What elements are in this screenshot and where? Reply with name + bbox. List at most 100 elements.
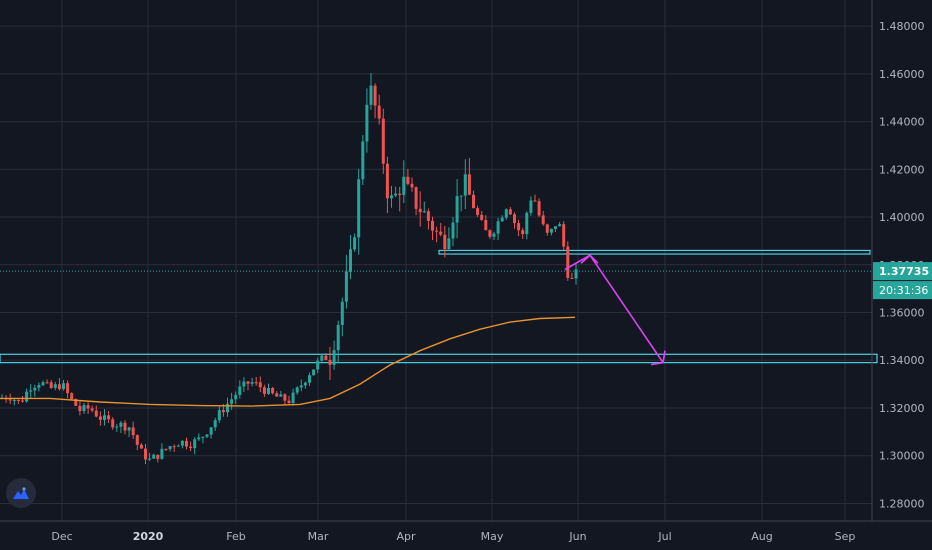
candle-body bbox=[66, 383, 70, 394]
candle-body bbox=[541, 215, 545, 225]
candle-body bbox=[74, 399, 78, 406]
candle-body bbox=[426, 211, 430, 221]
candle-body bbox=[86, 405, 90, 409]
grid bbox=[0, 0, 932, 522]
candle-body bbox=[131, 427, 135, 436]
candle-body bbox=[70, 393, 74, 400]
candle-body bbox=[258, 382, 262, 388]
candle-body bbox=[299, 385, 303, 388]
candle-body bbox=[217, 409, 221, 421]
candle-body bbox=[558, 224, 562, 227]
candle-body bbox=[422, 211, 426, 213]
candle-body bbox=[262, 387, 266, 394]
candle-body bbox=[291, 392, 295, 404]
candle-body bbox=[390, 195, 393, 199]
candle-body bbox=[439, 231, 443, 235]
candle-body bbox=[8, 399, 12, 401]
candle-body bbox=[554, 226, 557, 229]
candle-body bbox=[549, 228, 553, 233]
time-tick-label: Jun bbox=[568, 530, 586, 543]
moving-average-line bbox=[0, 316, 576, 407]
candle-body bbox=[148, 458, 152, 460]
candle-body bbox=[353, 237, 357, 250]
candle-body bbox=[406, 176, 410, 184]
candle-body bbox=[533, 200, 537, 202]
time-tick-label: Dec bbox=[51, 530, 72, 543]
price-tick-label: 1.28000 bbox=[879, 497, 925, 510]
time-tick-label: Apr bbox=[396, 530, 416, 543]
time-axis[interactable]: Dec 2020 Feb Mar Apr May Jun Jul Aug Sep bbox=[51, 530, 855, 543]
candle-body bbox=[562, 224, 566, 247]
candle-body bbox=[308, 375, 311, 383]
candle-body bbox=[336, 324, 340, 351]
ma-path bbox=[0, 316, 576, 407]
price-tick-label: 1.36000 bbox=[879, 307, 925, 320]
candle-body bbox=[152, 454, 156, 459]
price-tick-label: 1.30000 bbox=[879, 450, 925, 463]
candle-body bbox=[570, 277, 574, 279]
candle-body bbox=[414, 187, 418, 209]
candles bbox=[0, 72, 578, 465]
candle-body bbox=[246, 381, 250, 384]
tradingview-logo[interactable] bbox=[6, 478, 36, 508]
candle-body bbox=[115, 426, 119, 428]
candle-body bbox=[90, 408, 94, 411]
candle-body bbox=[33, 387, 37, 391]
candle-body bbox=[492, 233, 496, 237]
last-price-value: 1.37735 bbox=[879, 265, 929, 278]
candle-body bbox=[455, 196, 459, 223]
candle-body bbox=[57, 384, 61, 390]
candle-body bbox=[529, 200, 533, 213]
candle-body bbox=[62, 383, 65, 390]
candle-body bbox=[135, 435, 139, 445]
arrow-head-down bbox=[650, 350, 666, 366]
candle-body bbox=[394, 193, 398, 196]
candle-body bbox=[12, 399, 16, 401]
candle-body bbox=[488, 230, 492, 237]
candle-body bbox=[447, 238, 451, 250]
candle-body bbox=[459, 195, 463, 197]
candle-body bbox=[242, 381, 246, 387]
support-resistance-levels bbox=[0, 249, 878, 364]
time-tick-label: Sep bbox=[835, 530, 856, 543]
candle-body bbox=[230, 399, 234, 404]
price-tick-label: 1.40000 bbox=[879, 211, 925, 224]
price-tick-label: 1.44000 bbox=[879, 116, 925, 129]
candle-body bbox=[472, 194, 475, 209]
candle-body bbox=[574, 269, 578, 279]
candle-body bbox=[234, 394, 238, 400]
arrow-head-up bbox=[580, 254, 599, 264]
candle-body bbox=[193, 439, 197, 449]
candle-body bbox=[127, 427, 131, 431]
candle-body bbox=[545, 224, 549, 233]
time-tick-label: 2020 bbox=[133, 530, 164, 543]
candle-body bbox=[267, 387, 270, 394]
candle-body bbox=[205, 434, 209, 437]
candle-body bbox=[451, 222, 455, 239]
countdown-bg bbox=[873, 281, 932, 300]
candle-body bbox=[111, 419, 115, 428]
candle-body bbox=[295, 387, 299, 393]
candle-body bbox=[443, 234, 447, 250]
candle-body bbox=[435, 230, 439, 232]
candle-body bbox=[369, 85, 373, 105]
candle-body bbox=[25, 391, 29, 402]
price-tick-label: 1.42000 bbox=[879, 163, 925, 176]
candle-body bbox=[467, 174, 471, 195]
candle-body bbox=[201, 436, 205, 438]
candle-body bbox=[357, 179, 361, 238]
candle-body bbox=[402, 176, 406, 195]
candle-body bbox=[144, 448, 147, 460]
candle-body bbox=[49, 382, 53, 388]
time-tick-label: Jul bbox=[657, 530, 671, 543]
candle-body bbox=[139, 444, 143, 449]
candle-body bbox=[45, 382, 49, 384]
logo-icon bbox=[13, 487, 29, 499]
candle-body bbox=[480, 214, 484, 220]
candle-body bbox=[500, 217, 504, 222]
candle-body bbox=[123, 422, 127, 431]
candle-body bbox=[37, 385, 41, 388]
last-price-bg bbox=[873, 262, 932, 281]
